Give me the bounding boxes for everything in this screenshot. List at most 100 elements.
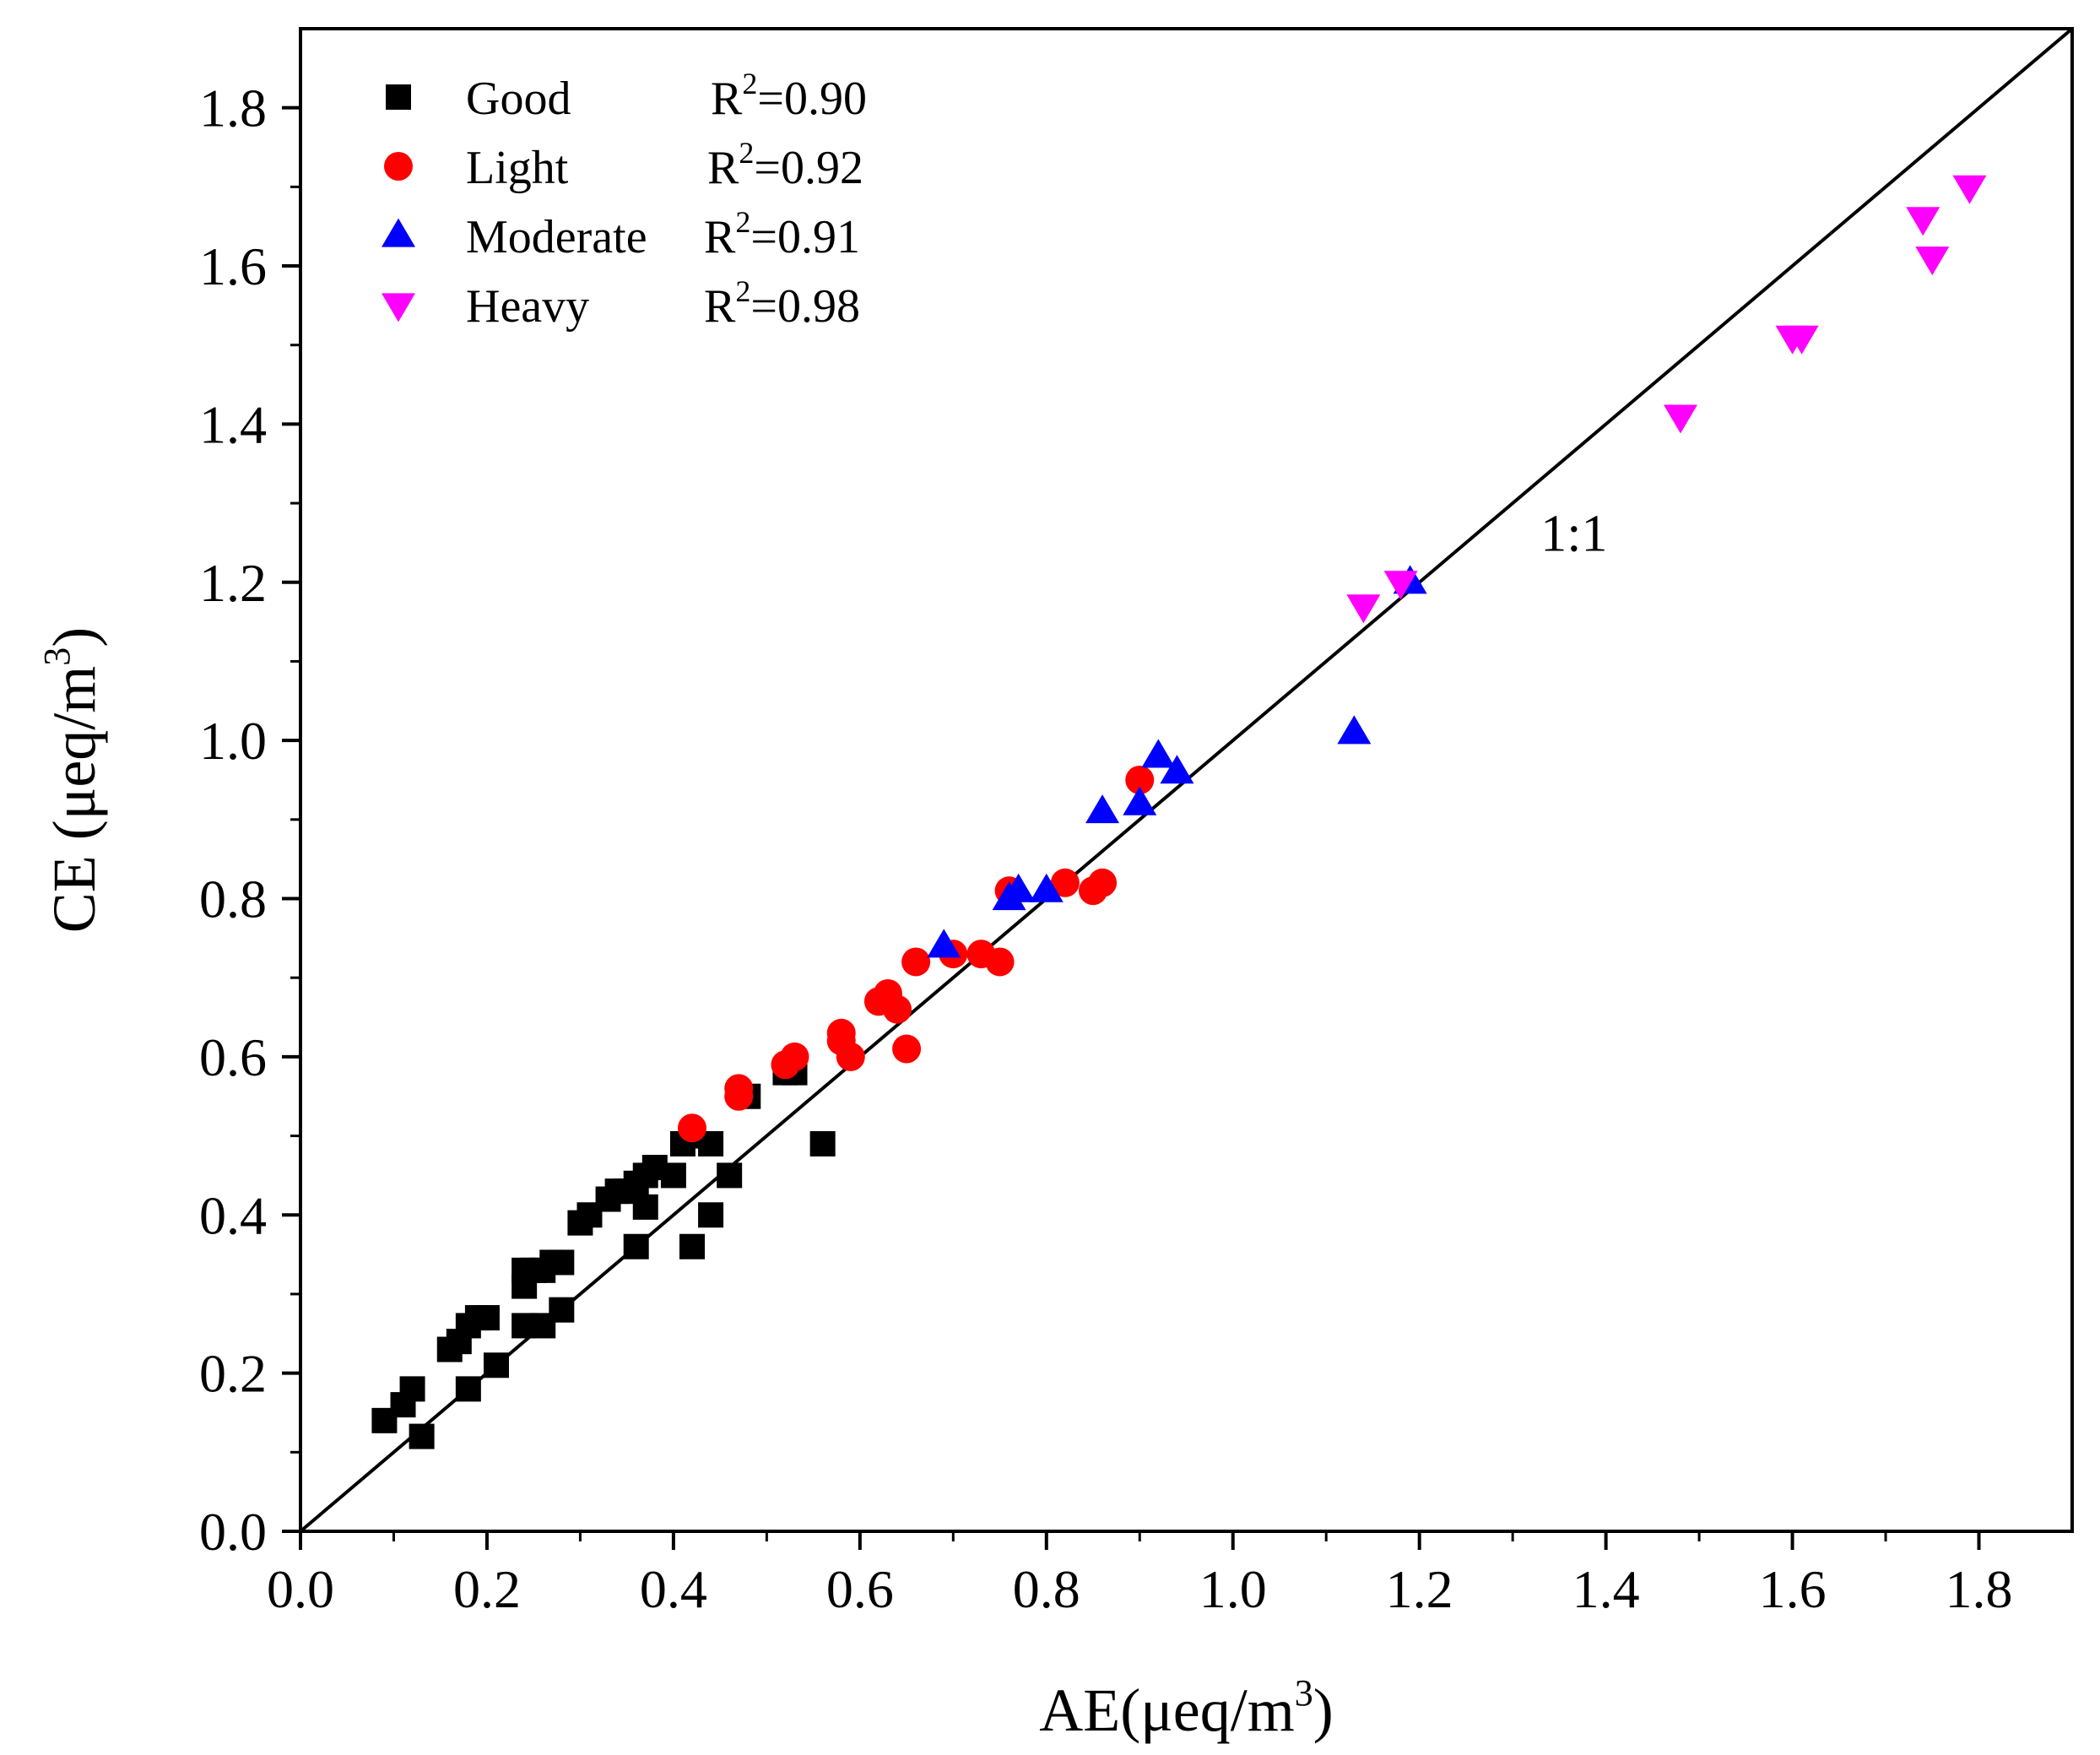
data-point-heavy bbox=[1664, 404, 1698, 434]
x-tick-label: 1.4 bbox=[1572, 1559, 1640, 1619]
legend-r2-sup: 2 bbox=[735, 274, 750, 308]
data-point-good bbox=[717, 1162, 743, 1189]
y-axis-title-main: CE (μeq/m bbox=[41, 666, 108, 934]
legend-marker-good bbox=[386, 84, 411, 110]
data-point-light bbox=[836, 1042, 865, 1071]
x-axis-title-main: AE(μeq/m bbox=[1039, 1676, 1295, 1744]
data-point-light bbox=[901, 947, 931, 977]
legend-marker-moderate bbox=[382, 218, 415, 247]
series-light bbox=[677, 766, 1155, 1143]
data-point-light bbox=[883, 994, 912, 1024]
y-tick-label: 1.0 bbox=[199, 711, 267, 771]
data-point-light bbox=[1125, 766, 1155, 794]
y-tick-label: 0.4 bbox=[199, 1185, 267, 1245]
legend-r2-value: =0.91 bbox=[750, 211, 860, 263]
y-tick-label: 1.4 bbox=[199, 394, 267, 454]
plot-layer: 1:1 bbox=[299, 27, 2074, 1533]
legend-r2-sup: 2 bbox=[739, 136, 754, 170]
legend-item-light: Light R2=0.92 bbox=[384, 136, 863, 194]
legend-item-good: Good R2=0.90 bbox=[386, 67, 867, 125]
x-tick-label: 0.8 bbox=[1013, 1559, 1080, 1619]
legend-label: Light bbox=[466, 142, 569, 194]
data-point-good bbox=[549, 1297, 575, 1323]
data-point-moderate bbox=[1141, 739, 1176, 768]
legend-r2-value: =0.92 bbox=[754, 142, 863, 194]
legend-r2-prefix: R bbox=[704, 280, 736, 333]
data-point-good bbox=[660, 1162, 686, 1189]
plot-frame bbox=[299, 27, 2074, 1533]
data-point-good bbox=[483, 1352, 509, 1379]
legend-label: Good bbox=[466, 73, 571, 125]
data-point-light bbox=[1050, 868, 1080, 897]
x-axis-title-sup: 3 bbox=[1295, 1672, 1313, 1714]
x-tick-label: 1.2 bbox=[1386, 1559, 1453, 1619]
legend-item-heavy: Heavy R2=0.98 bbox=[382, 274, 860, 333]
legend-label: Moderate bbox=[466, 211, 647, 263]
y-axis-title: CE (μeq/m3) bbox=[36, 627, 108, 934]
data-point-moderate bbox=[1337, 715, 1372, 745]
legend-item-moderate: Moderate R2=0.91 bbox=[382, 205, 860, 263]
legend-r2-prefix: R bbox=[711, 73, 743, 125]
legend-r2: R2=0.98 bbox=[704, 274, 860, 333]
legend-r2-prefix: R bbox=[704, 211, 736, 263]
x-axis-title: AE(μeq/m3) bbox=[1039, 1672, 1334, 1744]
series-heavy bbox=[1346, 175, 1987, 624]
legend-r2-sup: 2 bbox=[742, 67, 757, 100]
y-tick-label: 0.0 bbox=[199, 1502, 267, 1562]
y-axis-title-end: ) bbox=[41, 627, 108, 647]
data-point-heavy bbox=[1906, 207, 1940, 236]
y-tick-label: 0.8 bbox=[199, 869, 267, 929]
data-point-light bbox=[892, 1034, 922, 1064]
legend-r2-sup: 2 bbox=[735, 205, 750, 239]
data-point-good bbox=[632, 1194, 658, 1220]
legend-r2-prefix: R bbox=[707, 142, 739, 194]
y-tick-label: 1.2 bbox=[199, 553, 267, 613]
data-point-moderate bbox=[1001, 873, 1036, 902]
x-tick-label: 0.4 bbox=[640, 1559, 707, 1619]
legend-marker-light bbox=[384, 152, 413, 181]
data-point-moderate bbox=[1123, 786, 1157, 815]
data-point-good bbox=[679, 1233, 705, 1259]
legend-r2: R2=0.92 bbox=[707, 136, 863, 194]
legend-label: Heavy bbox=[466, 280, 589, 333]
legend-r2-value: =0.98 bbox=[750, 280, 860, 333]
data-point-good bbox=[809, 1130, 836, 1156]
x-tick-label: 0.0 bbox=[267, 1559, 334, 1619]
data-point-moderate bbox=[1085, 794, 1120, 824]
data-point-moderate bbox=[1029, 873, 1064, 902]
y-axis-title-sup: 3 bbox=[36, 647, 78, 666]
data-point-light bbox=[724, 1074, 754, 1103]
data-point-heavy bbox=[1915, 246, 1950, 276]
data-point-heavy bbox=[1383, 571, 1418, 600]
data-point-good bbox=[549, 1249, 575, 1276]
data-point-good bbox=[399, 1376, 425, 1402]
legend-marker-heavy bbox=[382, 293, 415, 322]
data-point-heavy bbox=[1784, 325, 1819, 355]
y-tick-label: 1.6 bbox=[199, 236, 267, 296]
data-point-light bbox=[1088, 868, 1118, 897]
legend-r2: R2=0.90 bbox=[711, 67, 867, 125]
x-tick-label: 1.6 bbox=[1759, 1559, 1827, 1619]
data-point-heavy bbox=[1346, 594, 1381, 624]
x-tick-label: 1.0 bbox=[1199, 1559, 1267, 1619]
data-point-moderate bbox=[1160, 755, 1194, 784]
data-point-heavy bbox=[1952, 175, 1987, 204]
data-point-good bbox=[409, 1423, 435, 1449]
axes-layer: 0.0 0.2 0.4 0.6 0.8 1.0 1.2 1.4 1.6 1.8 0.0 0.2 0.4 0… bbox=[36, 27, 2074, 1744]
y-tick-label: 1.8 bbox=[199, 79, 267, 138]
legend-r2-value: =0.90 bbox=[757, 73, 867, 125]
data-point-good bbox=[474, 1305, 500, 1331]
legend-r2: R2=0.91 bbox=[704, 205, 860, 263]
data-point-moderate bbox=[927, 929, 961, 958]
x-axis-title-end: ) bbox=[1313, 1676, 1334, 1744]
one-to-one-label: 1:1 bbox=[1540, 505, 1607, 562]
x-tick-label: 1.8 bbox=[1946, 1559, 2013, 1619]
data-point-good bbox=[623, 1233, 649, 1259]
data-point-good bbox=[455, 1376, 481, 1402]
x-tick-label: 0.6 bbox=[826, 1559, 894, 1619]
data-point-light bbox=[985, 947, 1015, 977]
data-point-good bbox=[698, 1202, 724, 1228]
